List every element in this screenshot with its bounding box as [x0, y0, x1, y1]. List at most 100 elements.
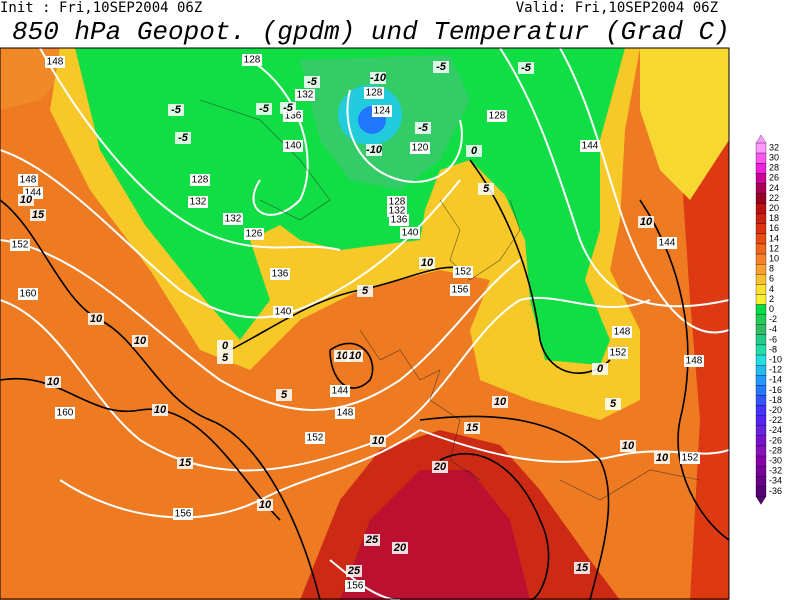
colorbar-label: 2 — [769, 294, 774, 304]
colorbar-label: -16 — [769, 385, 782, 395]
temperature-label: 5 — [610, 398, 617, 410]
label-box — [217, 340, 233, 352]
label-box — [466, 145, 482, 157]
temperature-label: 15 — [179, 457, 192, 469]
label-box — [370, 435, 386, 447]
label-box — [346, 565, 362, 577]
temperature-label: 0 — [222, 340, 229, 352]
colorbar-swatch — [755, 486, 767, 497]
label-box — [518, 62, 534, 74]
label-box — [478, 183, 494, 195]
colorbar-label: 10 — [769, 253, 779, 263]
map-title: 850 hPa Geopot. (gpdm) und Temperatur (G… — [12, 17, 730, 47]
colorbar-swatch — [755, 142, 767, 154]
colorbar-swatch — [755, 385, 767, 396]
colorbar-swatch — [755, 334, 767, 346]
valid-time: Valid: Fri,10SEP2004 06Z — [515, 0, 718, 16]
label-box — [592, 363, 608, 375]
label-box — [257, 499, 273, 511]
colorbar-swatch — [755, 304, 767, 315]
colorbar-swatch — [755, 455, 767, 467]
temperature-label: 10 — [336, 350, 349, 362]
hottest-area — [340, 470, 530, 600]
colorbar-label: 0 — [769, 304, 774, 314]
label-box — [392, 542, 408, 554]
geopotential-label: 136 — [391, 215, 408, 226]
geopotential-label: 148 — [337, 408, 354, 419]
label-box — [10, 239, 30, 251]
colorbar-label: -36 — [769, 486, 782, 496]
colorbar-label: -34 — [769, 476, 782, 486]
temperature-label: 20 — [393, 542, 407, 554]
colorbar-swatch — [755, 263, 767, 275]
colorbar-swatch — [755, 253, 767, 265]
colorbar-arrow-bottom — [755, 496, 767, 505]
colorbar-swatch — [755, 193, 767, 204]
label-box — [177, 457, 193, 469]
colorbar-label: 22 — [769, 193, 779, 203]
colorbar-label: -6 — [769, 334, 777, 344]
temperature-label: -5 — [307, 76, 318, 88]
label-box — [654, 452, 670, 464]
label-box — [273, 306, 293, 318]
colorbar-label: 24 — [769, 183, 779, 193]
label-box — [580, 140, 600, 152]
temperature-label: 5 — [281, 389, 288, 401]
geopotential-label: 140 — [275, 307, 292, 318]
label-box — [45, 376, 61, 388]
geopotential-label: 160 — [57, 408, 74, 419]
label-box — [88, 313, 104, 325]
temperature-label: 0 — [471, 145, 478, 157]
colorbar-label: -20 — [769, 405, 782, 415]
colorbar-swatch — [755, 203, 767, 214]
label-box — [453, 266, 473, 278]
label-box — [389, 214, 409, 226]
temperature-label: 10 — [421, 257, 434, 269]
label-box — [364, 534, 380, 546]
colorbar-swatch — [755, 476, 767, 487]
colorbar-swatch — [755, 435, 767, 447]
temperature-label: 15 — [466, 422, 479, 434]
temperature-label: -10 — [366, 144, 383, 156]
label-box — [432, 461, 448, 473]
colorbar-label: -32 — [769, 466, 782, 476]
colorbar-label: 6 — [769, 274, 774, 284]
temperature-label: 10 — [349, 350, 362, 362]
label-box — [295, 89, 315, 101]
colorbar-swatch — [755, 274, 767, 285]
colorbar-label: -22 — [769, 415, 782, 425]
geopotential-label: 132 — [190, 197, 207, 208]
temperature-label: -5 — [171, 104, 182, 116]
colorbar-swatch — [755, 173, 767, 184]
label-box — [400, 227, 420, 239]
geopotential-label: 152 — [455, 267, 472, 278]
label-box — [450, 284, 470, 296]
temperature-label: 15 — [576, 562, 589, 574]
cool-area — [640, 48, 729, 200]
colorbar-label: 16 — [769, 223, 779, 233]
colorbar-label: 4 — [769, 284, 774, 294]
colorbar-arrow-top — [755, 134, 767, 144]
colorbar-label: -12 — [769, 365, 782, 375]
colorbar-swatch — [755, 354, 767, 366]
geopotential-label: 152 — [307, 433, 324, 444]
geopotential-label: 152 — [610, 348, 627, 359]
temperature-label: 25 — [365, 534, 379, 546]
colorbar: 32302826242220181614121086420-2-4-6-8-10… — [755, 134, 782, 505]
label-box — [18, 194, 34, 206]
geopotential-label: 144 — [659, 238, 676, 249]
temperature-contours — [0, 159, 729, 600]
temperature-label: 10 — [134, 335, 147, 347]
colorbar-swatch — [755, 344, 767, 356]
geopotential-label: 144 — [25, 188, 42, 199]
colorbar-label: 8 — [769, 264, 774, 274]
label-box — [347, 350, 363, 362]
label-box — [357, 285, 373, 297]
coastlines — [199, 99, 701, 501]
temperature-label: 5 — [483, 183, 490, 195]
colorbar-swatch — [755, 233, 767, 245]
label-box — [620, 440, 636, 452]
colorbar-label: 30 — [769, 152, 779, 162]
